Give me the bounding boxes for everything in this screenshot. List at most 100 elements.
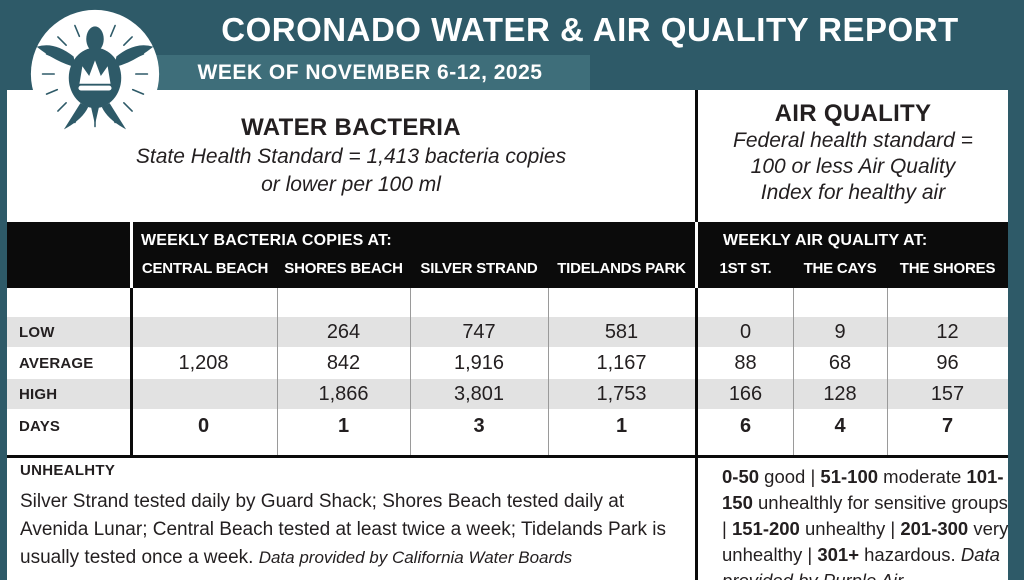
air-standard-text: Federal health standard = 100 or less Ai… bbox=[698, 128, 1008, 206]
col-silver-strand: SILVER STRAND bbox=[420, 260, 538, 277]
legend-label-moderate: moderate bbox=[878, 466, 967, 487]
value-avg-silver-strand: 1,916 bbox=[453, 351, 505, 374]
table-row-high: HIGH 1,866 3,801 1,753 166 128 157 bbox=[7, 379, 1008, 409]
page-title: CORONADO WATER & AIR QUALITY REPORT bbox=[221, 11, 959, 48]
left-border-strip bbox=[0, 0, 7, 580]
legend-label-very-unhealthy: very unhealthy | bbox=[722, 518, 1009, 565]
value-high-central-beach bbox=[130, 379, 277, 409]
air-section-title: AIR QUALITY bbox=[774, 100, 932, 127]
value-high-1st-st: 166 bbox=[728, 382, 763, 405]
table-row-low: LOW 264 747 581 0 9 12 bbox=[7, 317, 1008, 347]
legend-range-good: 0-50 bbox=[722, 466, 760, 487]
legend-range-hazardous: 301+ bbox=[817, 544, 859, 565]
value-days-shores-beach: 1 bbox=[337, 415, 350, 437]
band-divider bbox=[695, 222, 698, 288]
value-days-the-shores: 7 bbox=[941, 415, 954, 437]
row-label-high: HIGH bbox=[19, 385, 58, 403]
week-subtitle-band: WEEK OF NOVEMBER 6-12, 2025 bbox=[150, 55, 590, 90]
value-avg-shores-beach: 842 bbox=[326, 351, 361, 374]
air-section-label: WEEKLY AIR QUALITY AT: bbox=[723, 232, 928, 249]
table-row-days: DAYS 0 1 3 1 6 4 7 bbox=[7, 409, 1008, 444]
value-days-central-beach: 0 bbox=[197, 415, 210, 437]
value-low-the-cays: 9 bbox=[834, 320, 846, 343]
legend-range-very-unhealthy: 201-300 bbox=[900, 518, 969, 539]
water-air-divider bbox=[695, 90, 698, 580]
value-avg-the-shores: 96 bbox=[936, 351, 959, 374]
legend-label-good: good | bbox=[759, 466, 821, 487]
water-notes-text: Silver Strand tested daily by Guard Shac… bbox=[20, 491, 667, 568]
column-divider bbox=[548, 288, 549, 455]
value-low-silver-strand: 747 bbox=[462, 320, 496, 343]
air-standard-line2: 100 or less Air Quality bbox=[750, 155, 956, 178]
legend-label-unhealthy: unhealthy | bbox=[799, 518, 901, 539]
value-high-shores-beach: 1,866 bbox=[318, 382, 369, 405]
air-columns-header: WEEKLY AIR QUALITY AT: 1ST ST. THE CAYS … bbox=[698, 222, 1008, 288]
air-standard-line3: Index for healthy air bbox=[760, 181, 946, 204]
value-low-shores-beach: 264 bbox=[326, 320, 361, 343]
col-tidelands-park: TIDELANDS PARK bbox=[557, 260, 686, 277]
col-the-shores: THE SHORES bbox=[899, 260, 996, 277]
legend-range-unhealthy: 151-200 bbox=[731, 518, 800, 539]
value-high-silver-strand: 3,801 bbox=[453, 382, 505, 405]
column-divider bbox=[887, 288, 888, 455]
col-the-cays: THE CAYS bbox=[803, 260, 877, 277]
column-divider bbox=[410, 288, 411, 455]
value-low-the-shores: 12 bbox=[936, 320, 959, 343]
air-standard-line1: Federal health standard = bbox=[733, 129, 973, 152]
value-avg-1st-st: 88 bbox=[734, 351, 757, 374]
water-section-title: WATER BACTERIA bbox=[241, 114, 461, 141]
value-low-tidelands-park: 581 bbox=[604, 320, 639, 343]
band-divider bbox=[130, 222, 133, 288]
col-shores-beach: SHORES BEACH bbox=[284, 260, 403, 277]
value-avg-the-cays: 68 bbox=[828, 351, 852, 374]
water-section-label: WEEKLY BACTERIA COPIES AT: bbox=[141, 232, 392, 249]
col-central-beach: CENTRAL BEACH bbox=[141, 260, 269, 277]
value-low-1st-st: 0 bbox=[739, 320, 752, 343]
table-row-average: AVERAGE 1,208 842 1,916 1,167 88 68 96 bbox=[7, 347, 1008, 379]
air-data-credit: Data provided by Purple Air bbox=[722, 544, 1000, 580]
air-column-labels: 1ST ST. THE CAYS THE SHORES bbox=[698, 260, 1008, 277]
air-quality-legend: 0-50 good | 51-100 moderate 101-150 unhe… bbox=[722, 464, 1009, 580]
value-days-silver-strand: 3 bbox=[473, 415, 485, 437]
table-header-band: WEEKLY BACTERIA COPIES AT: CENTRAL BEACH… bbox=[7, 222, 1008, 288]
row-label-average: AVERAGE bbox=[19, 354, 94, 372]
value-high-the-shores: 157 bbox=[930, 382, 965, 405]
turtle-icon bbox=[30, 9, 160, 139]
value-low-central-beach bbox=[130, 317, 277, 347]
week-subtitle: WEEK OF NOVEMBER 6-12, 2025 bbox=[197, 60, 543, 84]
water-columns-header: WEEKLY BACTERIA COPIES AT: CENTRAL BEACH… bbox=[133, 222, 695, 288]
water-data-credit: Data provided by California Water Boards bbox=[258, 548, 573, 567]
water-standard-line1: State Health Standard = 1,413 bacteria c… bbox=[135, 145, 567, 168]
water-column-labels: CENTRAL BEACH SHORES BEACH SILVER STRAND… bbox=[133, 260, 695, 277]
value-days-the-cays: 4 bbox=[834, 415, 846, 437]
notes-divider-line bbox=[7, 455, 1008, 458]
value-high-tidelands-park: 1,753 bbox=[596, 382, 647, 405]
water-notes-heading: UNHEALHTY bbox=[20, 462, 116, 479]
row-stripe-high bbox=[7, 379, 1008, 409]
value-days-tidelands-park: 1 bbox=[615, 415, 628, 437]
col-1st-st: 1ST ST. bbox=[719, 260, 772, 277]
row-label-days: DAYS bbox=[19, 418, 61, 435]
legend-label-sensitive: unhealthly for sensitive groups | bbox=[722, 492, 1008, 539]
water-standard-text: State Health Standard = 1,413 bacteria c… bbox=[7, 143, 695, 199]
row-label-low: LOW bbox=[19, 323, 55, 341]
report-header: CORONADO WATER & AIR QUALITY REPORT WEEK… bbox=[0, 0, 1024, 90]
label-column-divider bbox=[130, 288, 133, 455]
band-corner-cell bbox=[7, 222, 130, 288]
value-days-1st-st: 6 bbox=[739, 415, 752, 437]
turtle-logo bbox=[27, 6, 163, 142]
value-avg-central-beach: 1,208 bbox=[178, 351, 229, 374]
column-divider bbox=[277, 288, 278, 455]
water-standard-line2: or lower per 100 ml bbox=[261, 173, 441, 196]
legend-label-hazardous: hazardous. bbox=[859, 544, 961, 565]
value-high-the-cays: 128 bbox=[823, 382, 857, 405]
legend-range-sensitive: 101-150 bbox=[722, 466, 1004, 513]
value-avg-tidelands-park: 1,167 bbox=[596, 351, 647, 374]
row-stripe-low bbox=[7, 317, 1008, 347]
legend-range-moderate: 51-100 bbox=[820, 466, 879, 487]
column-divider bbox=[793, 288, 794, 455]
water-notes: UNHEALHTY Silver Strand tested daily by … bbox=[20, 462, 690, 572]
water-notes-body: Silver Strand tested daily by Guard Shac… bbox=[20, 488, 690, 572]
right-border-strip bbox=[1008, 0, 1024, 580]
